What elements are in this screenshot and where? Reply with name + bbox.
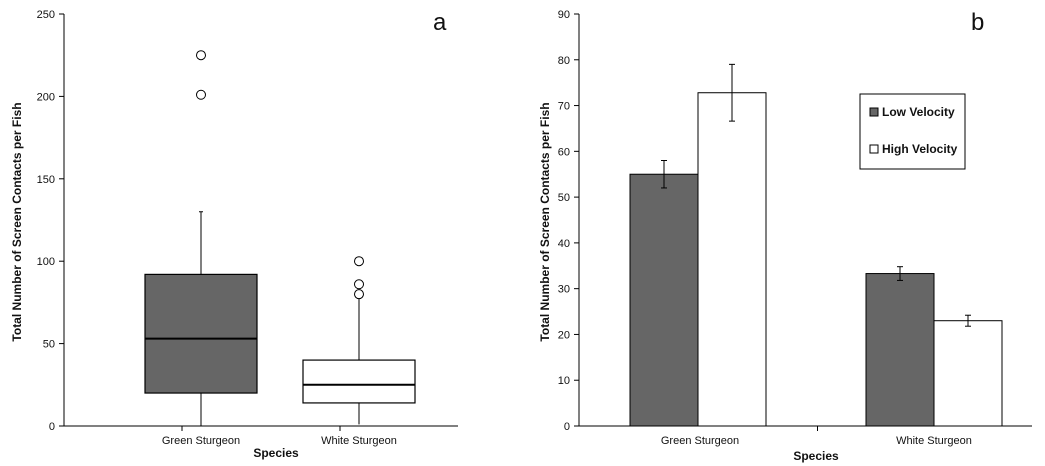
panel-b-y-tick-label: 90 [558, 9, 570, 21]
panel-a-y-tick-label: 50 [43, 339, 55, 351]
panel-a-outlier-point [196, 89, 206, 100]
panel-a-box [302, 359, 416, 404]
panel-a-outlier-point [354, 256, 364, 267]
panel-b-y-tick-label: 40 [558, 238, 570, 250]
panel-b-x-axis-title: Species [793, 449, 839, 463]
panel-b-barchart: b Species Total Number of Screen Contact… [538, 9, 1032, 463]
panel-a-y-tick-label: 150 [37, 174, 55, 186]
panel-b-bar [629, 173, 699, 427]
panel-b-legend-box [859, 93, 966, 170]
panel-b-legend: Low Velocity High Velocity [859, 93, 966, 170]
panel-a-y-tick-label: 100 [37, 256, 55, 268]
panel-a-x-axis-title: Species [253, 446, 299, 460]
panel-a-outlier-point [354, 279, 364, 290]
panel-b-x-tick-label: White Sturgeon [896, 435, 972, 447]
panel-b-legend-label: Low Velocity [882, 105, 955, 119]
panel-a-x-tick-label: Green Sturgeon [162, 435, 240, 447]
panel-a-box [144, 273, 258, 394]
panel-b-y-tick-label: 60 [558, 146, 570, 158]
panel-b-bar [865, 273, 935, 427]
panel-a-y-axis-title: Total Number of Screen Contacts per Fish [10, 102, 24, 341]
panel-b-y-tick-label: 30 [558, 284, 570, 296]
panel-a-outlier-point [354, 289, 364, 300]
panel-b-bar [697, 92, 767, 427]
panel-b-legend-label: High Velocity [882, 142, 958, 156]
panel-a-boxplot: a Species Total Number of Screen Contact… [10, 9, 458, 460]
panel-b-letter: b [971, 9, 984, 36]
panel-a-outlier-point [196, 50, 206, 61]
panel-a-x-tick-label: White Sturgeon [321, 435, 397, 447]
panel-b-x-tick-label: Green Sturgeon [661, 435, 739, 447]
panel-b-y-tick-label: 70 [558, 101, 570, 113]
panel-b-legend-swatch [869, 144, 879, 154]
panel-a-y-tick-label: 0 [49, 421, 55, 433]
panel-b-y-tick-label: 50 [558, 192, 570, 204]
panel-a-letter: a [433, 9, 447, 36]
panel-a-y-tick-label: 250 [37, 9, 55, 21]
panel-b-y-tick-label: 20 [558, 329, 570, 341]
panel-a-y-tick-label: 200 [37, 91, 55, 103]
panel-b-y-tick-label: 80 [558, 55, 570, 67]
panel-b-y-tick-label: 0 [564, 421, 570, 433]
panel-b-y-tick-label: 10 [558, 375, 570, 387]
panel-b-legend-swatch [869, 107, 879, 117]
panel-b-y-axis-title: Total Number of Screen Contacts per Fish [538, 102, 552, 341]
panel-b-bar [933, 320, 1003, 427]
